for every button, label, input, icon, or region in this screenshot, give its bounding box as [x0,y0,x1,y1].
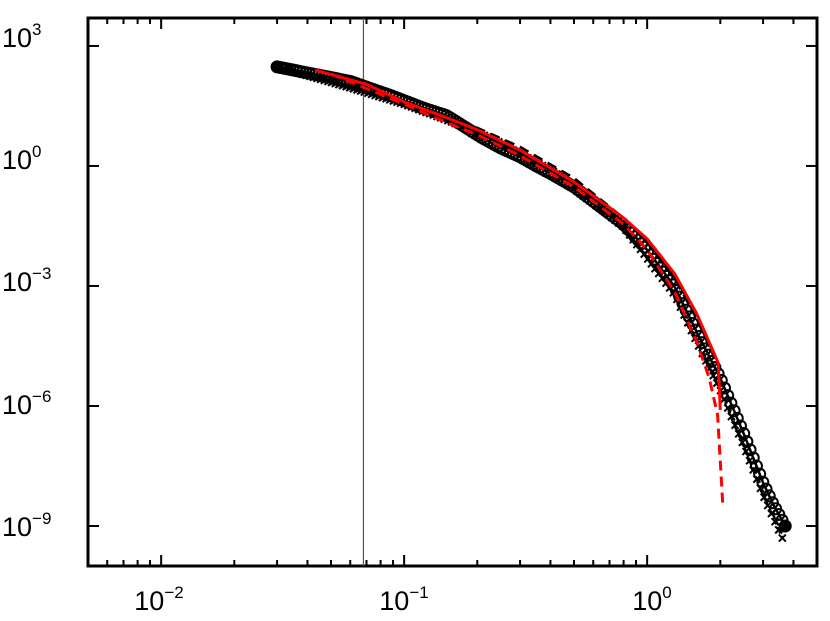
y-tick-label: 10−3 [2,264,51,297]
series-layer [270,60,792,543]
series-red-dashed [330,72,725,507]
data-point [767,509,776,518]
data-point [774,525,783,535]
y-tick-label: 10−6 [2,387,51,420]
data-point [727,404,741,418]
data-point [727,412,736,421]
data-point [749,459,763,473]
series-line [314,68,722,410]
y-tick-label: 103 [2,20,42,53]
x-tick-label: 10−1 [379,583,428,616]
series-line [276,65,717,360]
series-red-solid [314,68,722,410]
x-tick-label: 10−2 [134,583,183,616]
data-point [709,371,718,380]
data-point [730,420,740,430]
series-circles-solid [270,60,792,533]
series-line [330,72,725,507]
data-point [734,429,743,439]
major-ticks [88,18,817,566]
data-point [759,493,769,502]
data-point [763,501,772,510]
data-point [778,533,787,543]
y-tick-label: 100 [2,142,42,175]
series-line [276,65,787,527]
series-black-dashed [276,65,717,360]
data-point [753,467,767,481]
data-point [752,474,762,484]
data-point [741,447,751,456]
data-point [738,438,747,447]
series-crosses-dotted [272,62,787,543]
series-line [276,65,784,539]
data-point [749,465,758,475]
plot-frame [86,16,819,568]
data-point [756,484,765,493]
y-tick-label: 10−9 [2,509,51,542]
data-point [770,517,780,526]
minor-ticks [87,18,818,566]
data-point [779,519,792,532]
data-point [721,389,735,403]
x-tick-label: 100 [632,583,672,616]
data-point [719,395,729,404]
data-point [745,456,754,465]
data-point [723,403,733,413]
